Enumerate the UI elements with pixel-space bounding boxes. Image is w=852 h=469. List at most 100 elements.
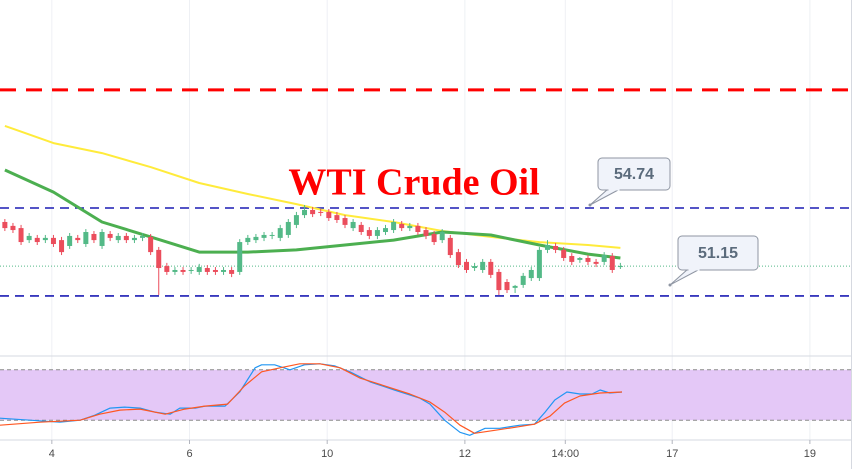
candle-body <box>447 237 453 256</box>
candle-body <box>609 256 615 270</box>
candle-body <box>601 255 607 262</box>
candle-body <box>221 269 227 272</box>
candle-body <box>512 285 518 288</box>
candle-body <box>75 237 81 241</box>
x-tick-label: 10 <box>321 448 333 460</box>
candle-body <box>383 228 389 233</box>
candle-body <box>156 249 162 269</box>
candle-body <box>188 269 194 271</box>
candle-body <box>399 223 405 229</box>
callout-anchor <box>668 283 672 287</box>
candle-body <box>140 235 146 238</box>
candle-body <box>439 232 445 241</box>
candle-body <box>544 244 550 250</box>
candle-body <box>488 261 494 275</box>
candle-body <box>342 218 348 225</box>
candle-body <box>26 235 32 241</box>
x-tick-label: 6 <box>186 448 192 460</box>
candle-body <box>91 233 97 241</box>
oscillator-band <box>0 369 852 421</box>
candle-body <box>245 237 251 243</box>
candle-body <box>131 237 137 241</box>
candle-body <box>293 215 299 225</box>
callouts: 54.74 51.15 <box>588 157 759 287</box>
candle-body <box>391 221 397 231</box>
candle-body <box>269 234 275 236</box>
candle-body <box>366 230 372 236</box>
candle-body <box>277 228 283 238</box>
candle-body <box>302 209 308 216</box>
candle-body <box>196 267 202 272</box>
callout-cover <box>608 188 620 191</box>
candle-body <box>148 236 154 253</box>
candle-body <box>326 211 332 219</box>
candle-body <box>42 237 48 241</box>
candle-body <box>431 233 437 243</box>
candle-body <box>99 232 105 246</box>
candle-body <box>204 268 210 272</box>
candle-body <box>318 211 324 213</box>
moving-average <box>4 168 621 260</box>
candle-body <box>310 209 316 215</box>
x-tick-label: 19 <box>804 448 816 460</box>
levels <box>0 88 852 297</box>
candle-body <box>229 269 235 274</box>
candle-body <box>374 230 380 236</box>
candle-body <box>172 269 178 272</box>
candle-body <box>504 281 510 291</box>
callout-anchor <box>588 203 592 207</box>
candle-body <box>10 225 16 231</box>
candle-body <box>358 224 364 233</box>
candle-body <box>18 228 24 243</box>
candle-body <box>180 269 186 272</box>
chart-title: WTI Crude Oil <box>288 162 539 204</box>
candle-body <box>115 235 121 241</box>
x-tick-label: 12 <box>459 448 471 460</box>
candle-body <box>593 261 599 264</box>
candle-body <box>407 225 413 229</box>
x-axis: 4 6 10 12 14:00 17 19 <box>49 440 816 460</box>
callout-box <box>677 235 759 271</box>
candle-body <box>455 252 461 266</box>
x-tick-label: 4 <box>49 448 55 460</box>
candle-body <box>480 261 486 270</box>
candle-body <box>415 225 421 233</box>
candle-body <box>528 269 534 279</box>
x-tick-label: 17 <box>666 448 678 460</box>
candle-body <box>285 221 291 235</box>
oscillator-line <box>0 363 623 434</box>
candle-body <box>350 221 356 229</box>
candle-body <box>423 230 429 236</box>
candle-body <box>212 269 218 272</box>
candle-body <box>164 266 170 272</box>
candle-body <box>496 271 502 291</box>
candle-body <box>520 275 526 285</box>
candle-body <box>617 266 623 268</box>
x-tick-label: 14:00 <box>552 448 580 460</box>
candle-body <box>561 249 567 258</box>
candle-body <box>463 261 469 270</box>
candle-body <box>261 234 267 238</box>
candle-body <box>67 235 73 246</box>
candle-body <box>83 232 89 245</box>
candle-body <box>237 242 243 272</box>
callout-label: 54.74 <box>614 166 654 183</box>
candle-body <box>334 215 340 221</box>
candle-body <box>553 245 559 250</box>
oscillator-pane <box>0 363 852 436</box>
callout-box <box>597 157 671 191</box>
candle-body <box>472 266 478 269</box>
candle-body <box>107 233 113 238</box>
candle-body <box>50 237 56 245</box>
candle-body <box>577 257 583 260</box>
callout-label: 51.15 <box>698 245 738 262</box>
candle-body <box>59 240 65 253</box>
candle-body <box>2 221 8 229</box>
candle-body <box>253 236 259 241</box>
grid <box>51 0 811 440</box>
candle-body <box>34 237 40 243</box>
callout-cover <box>688 268 700 271</box>
candle-body <box>585 257 591 262</box>
candle-body <box>569 256 575 262</box>
